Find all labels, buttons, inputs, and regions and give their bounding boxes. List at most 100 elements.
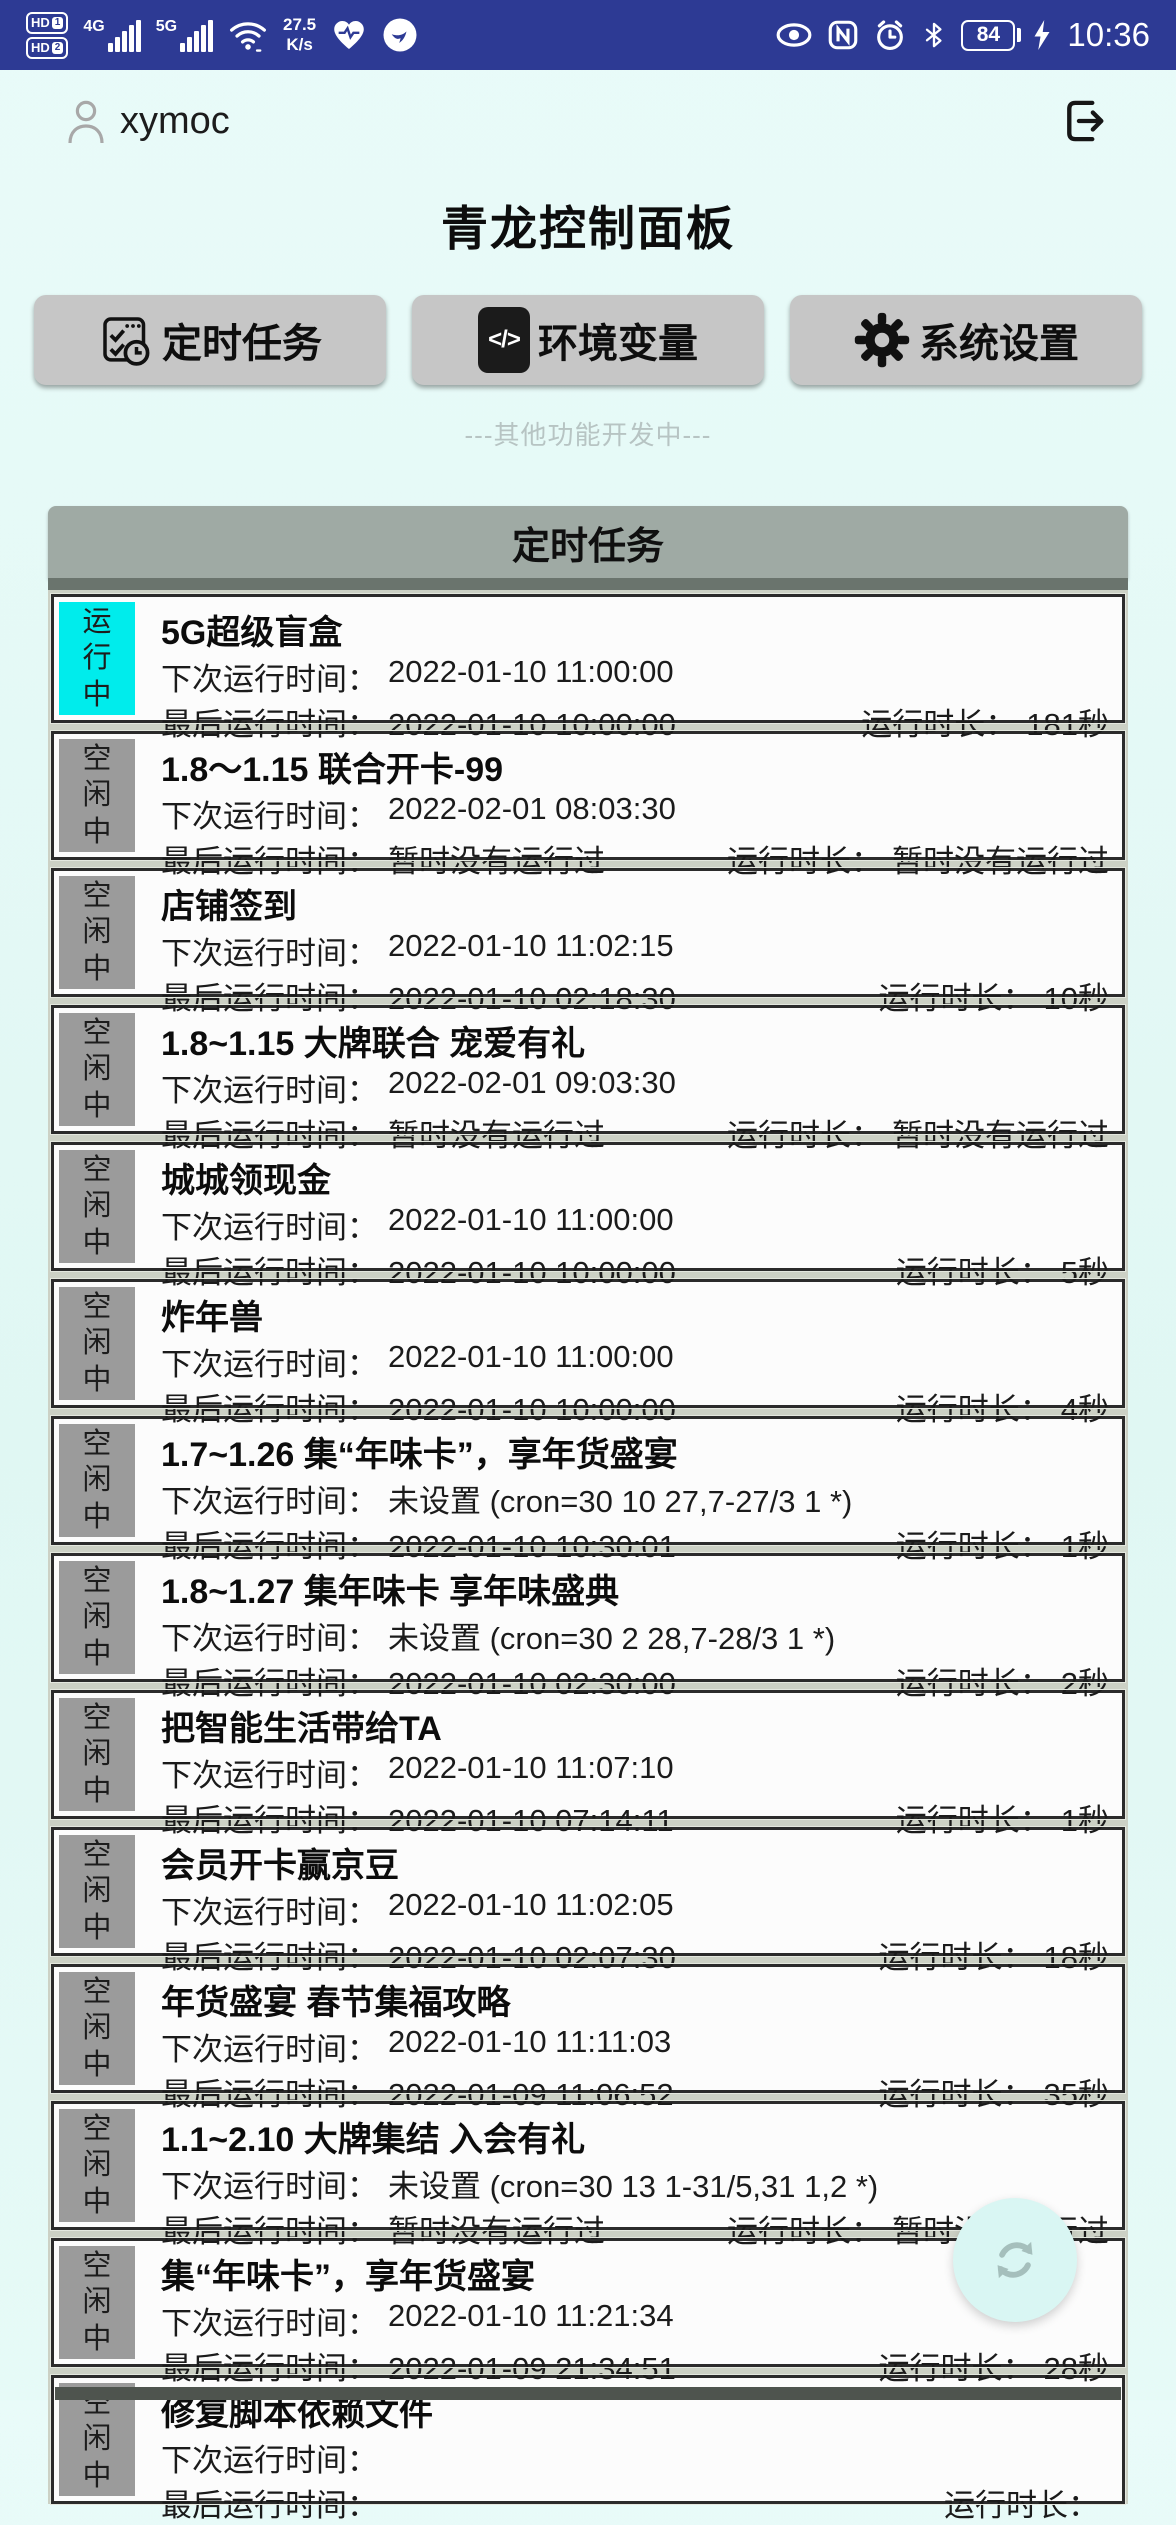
task-status-text: 空闲中 bbox=[82, 1838, 112, 1944]
hd2-badge: HD 2 bbox=[26, 36, 69, 59]
duration-label: 运行时长： bbox=[895, 1803, 1051, 1838]
task-body: 店铺签到 下次运行时间： 2022-01-10 11:02:15 最后运行时间： 2… bbox=[135, 876, 1117, 1016]
task-card[interactable]: 运行中 5G超级盲盒 下次运行时间： 2022-01-10 11:00:00 最后… bbox=[50, 593, 1126, 742]
task-card[interactable]: 空闲中 店铺签到 下次运行时间： 2022-01-10 11:02:15 最后运行… bbox=[50, 867, 1126, 1016]
signal-4g: 4G bbox=[83, 18, 141, 52]
last-run-label: 最后运行时间： bbox=[161, 1940, 378, 1975]
next-run-value: 2022-01-10 11:00:00 bbox=[388, 1339, 674, 1374]
username: xymoc bbox=[120, 99, 230, 142]
next-run-label: 下次运行时间： bbox=[161, 1210, 378, 1245]
user-icon bbox=[68, 100, 104, 144]
task-status-text: 空闲中 bbox=[82, 1290, 112, 1396]
next-run-line: 下次运行时间： 2022-01-10 11:00:00 bbox=[161, 1339, 1109, 1384]
code-icon: </> bbox=[478, 307, 530, 373]
next-run-value: 2022-01-10 11:07:10 bbox=[388, 1750, 674, 1785]
last-run-line: 最后运行时间： 运行时长： bbox=[161, 2480, 1109, 2525]
task-card[interactable]: 空闲中 1.1~2.10 大牌集结 入会有礼 下次运行时间： 未设置 (cron=… bbox=[50, 2100, 1126, 2249]
last-run-line: 最后运行时间： 2022-01-10 10:00:00 运行时长： 5秒 bbox=[161, 1247, 1109, 1292]
duration-value: 1秒 bbox=[1060, 1803, 1109, 1838]
next-run-value: 2022-02-01 09:03:30 bbox=[388, 1065, 676, 1100]
task-card[interactable]: 空闲中 1.8～1.15 联合开卡-99 下次运行时间： 2022-02-01 0… bbox=[50, 730, 1126, 879]
task-card[interactable]: 空闲中 1.7~1.26 集“年味卡”，享年货盛宴 下次运行时间： 未设置 (cr… bbox=[50, 1415, 1126, 1564]
task-status-chip: 运行中 bbox=[59, 602, 135, 715]
last-run-label: 最后运行时间： bbox=[161, 1255, 378, 1290]
last-run-line: 最后运行时间： 2022-01-10 02:30:00 运行时长： 2秒 bbox=[161, 1658, 1109, 1703]
task-title: 1.8~1.27 集年味卡 享年味盛典 bbox=[161, 1573, 620, 1611]
duration-label: 运行时长： bbox=[861, 707, 1017, 742]
next-run-line: 下次运行时间： 2022-01-10 11:02:05 bbox=[161, 1887, 1109, 1932]
duration-label: 运行时长： bbox=[878, 1940, 1034, 1975]
last-run-line: 最后运行时间： 暂时没有运行过 运行时长： 暂时没有运行过 bbox=[161, 1110, 1109, 1155]
nav-button-label: 定时任务 bbox=[162, 322, 322, 366]
next-run-line: 下次运行时间： 未设置 (cron=30 2 28,7-28/3 1 *) bbox=[161, 1613, 1109, 1658]
task-status-chip: 空闲中 bbox=[59, 1013, 135, 1126]
dingtalk-icon bbox=[383, 18, 417, 52]
task-status-chip: 空闲中 bbox=[59, 739, 135, 852]
next-run-value: 2022-01-10 11:00:00 bbox=[388, 1202, 674, 1237]
task-body: 集“年味卡”，享年货盛宴 下次运行时间： 2022-01-10 11:21:34 … bbox=[135, 2246, 1117, 2386]
nav-button-scheduled-tasks[interactable]: 定时任务 bbox=[34, 295, 386, 385]
last-run-value: 暂时没有运行过 bbox=[388, 1118, 605, 1153]
scheduled-tasks-panel: 定时任务 运行中 5G超级盲盒 下次运行时间： 2022-01-10 11:00:… bbox=[48, 506, 1128, 2523]
network-speed: 27.5 K/s bbox=[283, 15, 317, 54]
next-run-line: 下次运行时间： 2022-01-10 11:21:34 bbox=[161, 2298, 1109, 2343]
last-run-line: 最后运行时间： 2022-01-10 02:07:30 运行时长： 18秒 bbox=[161, 1932, 1109, 1977]
last-run-label: 最后运行时间： bbox=[161, 1118, 378, 1153]
task-body: 炸年兽 下次运行时间： 2022-01-10 11:00:00 最后运行时间： 20… bbox=[135, 1287, 1117, 1427]
last-run-line: 最后运行时间： 2022-01-10 10:00:00 运行时长： 4秒 bbox=[161, 1384, 1109, 1429]
task-status-text: 空闲中 bbox=[82, 1153, 112, 1259]
nav-button-label: 环境变量 bbox=[538, 322, 698, 366]
logout-button[interactable] bbox=[1056, 92, 1114, 150]
last-run-label: 最后运行时间： bbox=[161, 981, 378, 1016]
next-run-label: 下次运行时间： bbox=[161, 2306, 378, 2341]
task-card[interactable]: 空闲中 会员开卡赢京豆 下次运行时间： 2022-01-10 11:02:05 最… bbox=[50, 1826, 1126, 1975]
task-list[interactable]: 运行中 5G超级盲盒 下次运行时间： 2022-01-10 11:00:00 最后… bbox=[48, 590, 1128, 2523]
task-status-chip: 空闲中 bbox=[59, 1424, 135, 1537]
next-run-value: 未设置 (cron=30 10 27,7-27/3 1 *) bbox=[388, 1484, 853, 1519]
task-status-text: 空闲中 bbox=[82, 2112, 112, 2218]
last-run-line: 最后运行时间： 暂时没有运行过 运行时长： 暂时没有运行过 bbox=[161, 836, 1109, 881]
battery-icon: 84 bbox=[961, 19, 1022, 51]
next-run-value: 2022-01-10 11:11:03 bbox=[388, 2024, 672, 2059]
next-run-label: 下次运行时间： bbox=[161, 2169, 378, 2204]
next-run-value: 2022-01-10 11:00:00 bbox=[388, 654, 674, 689]
last-run-value: 2022-01-10 02:07:30 bbox=[388, 1940, 676, 1975]
next-run-line: 下次运行时间： 2022-01-10 11:00:00 bbox=[161, 1202, 1109, 1247]
refresh-icon bbox=[997, 2241, 1033, 2279]
task-card[interactable]: 空闲中 集“年味卡”，享年货盛宴 下次运行时间： 2022-01-10 11:21… bbox=[50, 2237, 1126, 2386]
duration-label: 运行时长： bbox=[727, 2214, 882, 2249]
nav-button-system-settings[interactable]: 系统设置 bbox=[790, 295, 1142, 385]
last-run-value: 2022-01-10 10:00:00 bbox=[388, 707, 676, 742]
last-run-line: 最后运行时间： 2022-01-10 02:18:30 运行时长： 10秒 bbox=[161, 973, 1109, 1018]
alarm-icon bbox=[877, 20, 904, 51]
task-card[interactable]: 空闲中 1.8~1.27 集年味卡 享年味盛典 下次运行时间： 未设置 (cron… bbox=[50, 1552, 1126, 1701]
wifi-icon bbox=[230, 22, 267, 52]
duration-label: 运行时长： bbox=[878, 2351, 1034, 2386]
next-run-line: 下次运行时间： 2022-01-10 11:07:10 bbox=[161, 1750, 1109, 1795]
status-bar: HD 1 HD 2 4G 5G 27.5 K/s bbox=[0, 0, 1176, 70]
task-card[interactable]: 空闲中 1.8~1.15 大牌联合 宠爱有礼 下次运行时间： 2022-02-01… bbox=[50, 1004, 1126, 1153]
task-card[interactable]: 空闲中 把智能生活带给TA 下次运行时间： 2022-01-10 11:07:10… bbox=[50, 1689, 1126, 1838]
next-run-label: 下次运行时间： bbox=[161, 799, 378, 834]
last-run-value: 2022-01-10 10:30:01 bbox=[388, 1529, 676, 1564]
last-run-label: 最后运行时间： bbox=[161, 2488, 378, 2523]
next-run-value: 未设置 (cron=30 2 28,7-28/3 1 *) bbox=[388, 1621, 836, 1656]
task-card[interactable]: 空闲中 炸年兽 下次运行时间： 2022-01-10 11:00:00 最后运行时… bbox=[50, 1278, 1126, 1427]
next-run-label: 下次运行时间： bbox=[161, 1347, 378, 1382]
task-card[interactable]: 空闲中 年货盛宴 春节集福攻略 下次运行时间： 2022-01-10 11:11:… bbox=[50, 1963, 1126, 2112]
panel-divider bbox=[48, 578, 1128, 590]
eye-icon bbox=[776, 23, 812, 47]
task-title: 城城领现金 bbox=[161, 1162, 331, 1200]
app-header: xymoc bbox=[0, 92, 1176, 150]
nav-button-env-vars[interactable]: </> 环境变量 bbox=[412, 295, 764, 385]
task-status-chip: 空闲中 bbox=[59, 2246, 135, 2359]
duration-value: 18秒 bbox=[1043, 1940, 1109, 1975]
refresh-fab-button[interactable] bbox=[953, 2198, 1077, 2322]
duration-label: 运行时长： bbox=[895, 1392, 1051, 1427]
task-status-chip: 空闲中 bbox=[59, 1972, 135, 2085]
gear-icon bbox=[854, 312, 910, 368]
last-run-line: 最后运行时间： 2022-01-10 10:00:00 运行时长： 181秒 bbox=[161, 699, 1109, 744]
task-card[interactable]: 空闲中 城城领现金 下次运行时间： 2022-01-10 11:00:00 最后运… bbox=[50, 1141, 1126, 1290]
next-run-line: 下次运行时间： 2022-02-01 09:03:30 bbox=[161, 1065, 1109, 1110]
user-row[interactable]: xymoc bbox=[62, 95, 230, 147]
